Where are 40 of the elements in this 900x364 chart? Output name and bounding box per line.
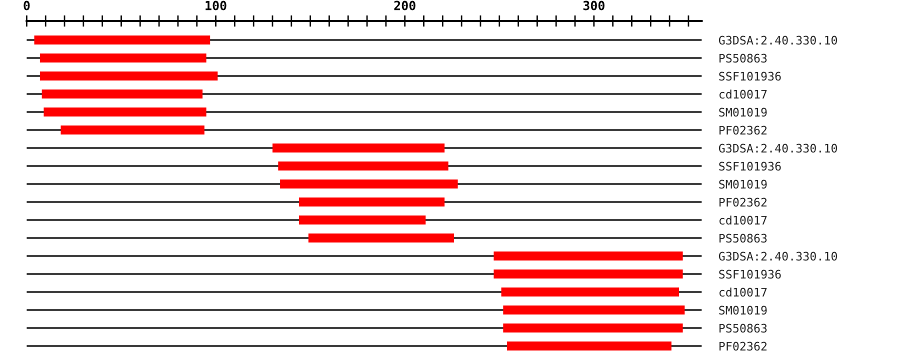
bar <box>272 144 445 152</box>
bar <box>298 216 426 224</box>
x-tick-label: 100 <box>206 0 226 10</box>
y-tick-label: SSF101936 <box>719 270 781 279</box>
bar <box>501 288 680 296</box>
bar <box>40 54 206 62</box>
y-tick-label: PF02362 <box>719 342 767 351</box>
x-tick-label: 200 <box>394 0 416 10</box>
y-tick-label: G3DSA:2.40.330.10 <box>718 36 838 45</box>
y-tick-label: SSF101936 <box>719 72 781 81</box>
bar <box>60 126 204 134</box>
bar <box>308 234 454 242</box>
y-tick-label: PS50863 <box>719 234 767 243</box>
bar <box>494 252 683 260</box>
y-tick-label: cd10017 <box>719 288 767 297</box>
bar <box>34 36 210 44</box>
bar <box>278 162 448 170</box>
y-tick-label: cd10017 <box>719 90 767 99</box>
x-tick-label: 300 <box>583 0 604 10</box>
bar <box>40 72 218 80</box>
bar <box>42 90 203 98</box>
y-tick-label: PS50863 <box>719 54 767 63</box>
bar <box>506 342 672 350</box>
y-tick-label: cd10017 <box>719 216 767 225</box>
bar <box>503 324 683 332</box>
bar <box>44 108 206 116</box>
y-tick-label: G3DSA:2.40.330.10 <box>718 252 838 261</box>
y-tick-label: PF02362 <box>719 126 767 135</box>
y-tick-label: SSF101936 <box>719 162 781 171</box>
y-tick-label: SM01019 <box>719 108 767 117</box>
bar <box>494 270 683 278</box>
y-tick-label: SM01019 <box>719 180 767 189</box>
y-tick-label: G3DSA:2.40.330.10 <box>718 144 838 153</box>
bar <box>298 198 445 206</box>
bar <box>503 306 685 314</box>
x-tick-label: 0 <box>24 0 30 10</box>
bar <box>280 180 458 188</box>
y-tick-label: SM01019 <box>719 306 767 315</box>
y-tick-label: PS50863 <box>719 324 767 333</box>
y-tick-label: PF02362 <box>719 198 767 207</box>
